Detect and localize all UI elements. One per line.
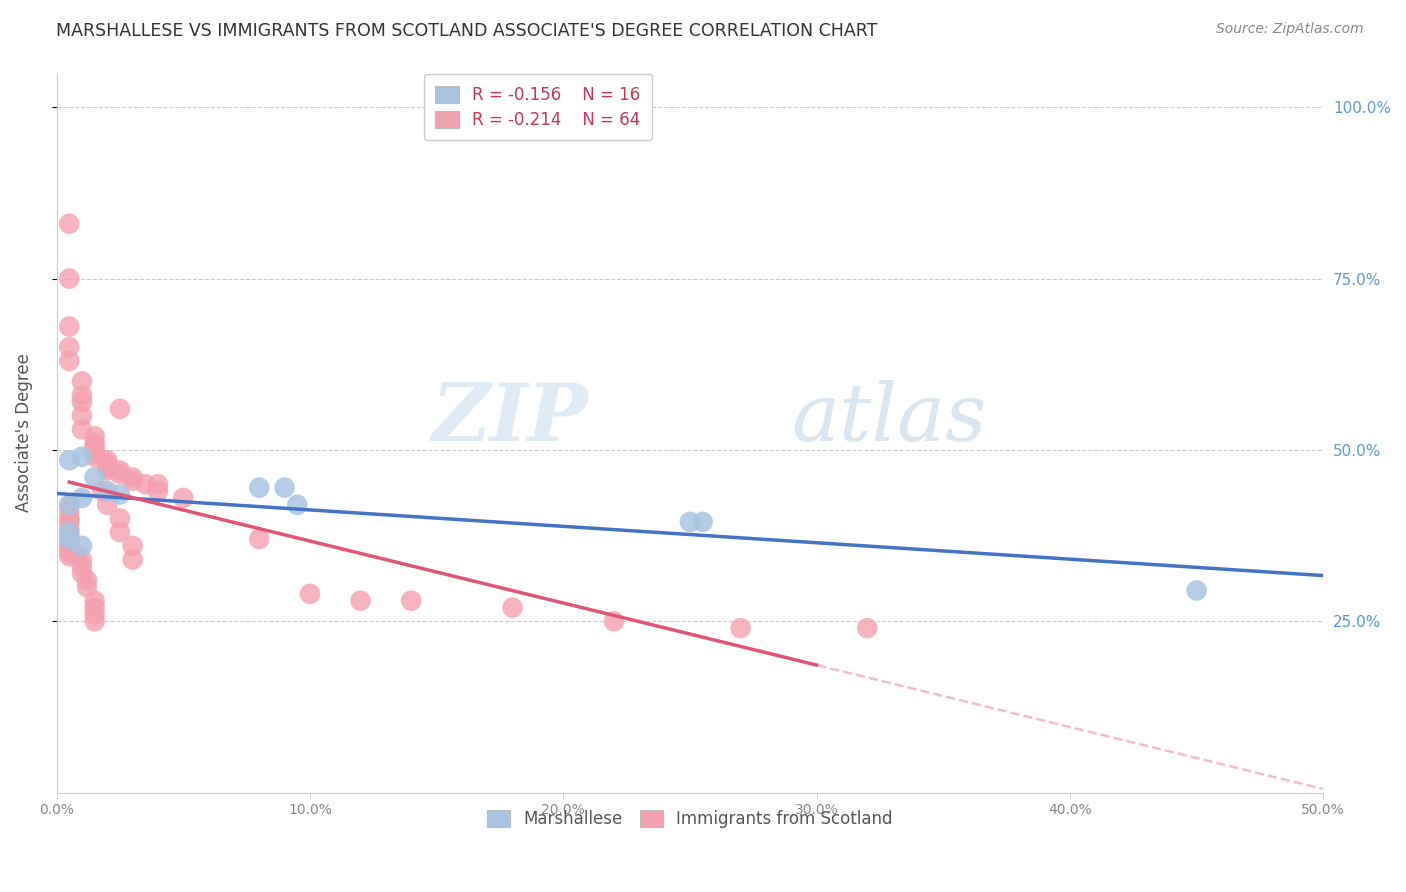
Point xyxy=(58,271,80,285)
Point xyxy=(58,528,80,542)
Point xyxy=(108,463,131,477)
Text: MARSHALLESE VS IMMIGRANTS FROM SCOTLAND ASSOCIATE'S DEGREE CORRELATION CHART: MARSHALLESE VS IMMIGRANTS FROM SCOTLAND … xyxy=(56,22,877,40)
Point xyxy=(121,474,143,488)
Point xyxy=(247,532,270,546)
Point xyxy=(96,457,118,471)
Text: atlas: atlas xyxy=(792,380,987,458)
Text: Source: ZipAtlas.com: Source: ZipAtlas.com xyxy=(1216,22,1364,37)
Point xyxy=(58,217,80,231)
Point xyxy=(679,515,702,529)
Point xyxy=(58,535,80,549)
Point xyxy=(172,491,194,505)
Point xyxy=(121,539,143,553)
Point xyxy=(70,388,93,402)
Point xyxy=(58,539,80,553)
Point xyxy=(83,429,105,443)
Point xyxy=(108,511,131,525)
Point xyxy=(76,580,98,594)
Point xyxy=(108,525,131,540)
Point xyxy=(285,498,308,512)
Point xyxy=(108,467,131,481)
Point xyxy=(83,440,105,454)
Point xyxy=(91,484,114,499)
Point xyxy=(70,566,93,581)
Point xyxy=(58,522,80,536)
Point xyxy=(58,549,80,564)
Point xyxy=(70,559,93,574)
Point xyxy=(83,615,105,629)
Point xyxy=(83,436,105,450)
Point xyxy=(58,515,80,529)
Point xyxy=(730,621,752,635)
Point xyxy=(401,593,423,607)
Point xyxy=(70,375,93,389)
Point xyxy=(70,491,93,505)
Point xyxy=(70,539,93,553)
Y-axis label: Associate's Degree: Associate's Degree xyxy=(15,353,32,512)
Point xyxy=(134,477,156,491)
Point xyxy=(70,552,93,566)
Point xyxy=(146,484,169,499)
Point xyxy=(83,442,105,457)
Point xyxy=(70,450,93,464)
Point xyxy=(83,470,105,484)
Point xyxy=(58,453,80,467)
Point xyxy=(58,505,80,519)
Point xyxy=(58,525,80,540)
Point xyxy=(856,621,879,635)
Point xyxy=(58,319,80,334)
Point xyxy=(298,587,321,601)
Point xyxy=(96,460,118,475)
Point xyxy=(349,593,371,607)
Point xyxy=(83,607,105,622)
Point xyxy=(70,409,93,423)
Point xyxy=(58,498,80,512)
Legend: Marshallese, Immigrants from Scotland: Marshallese, Immigrants from Scotland xyxy=(481,803,900,835)
Point xyxy=(96,463,118,477)
Point xyxy=(247,481,270,495)
Point xyxy=(70,422,93,436)
Point xyxy=(96,498,118,512)
Point xyxy=(692,515,714,529)
Point xyxy=(58,340,80,354)
Point xyxy=(603,615,626,629)
Point xyxy=(83,600,105,615)
Point xyxy=(96,453,118,467)
Point xyxy=(96,484,118,499)
Point xyxy=(58,354,80,368)
Point xyxy=(66,549,89,564)
Point xyxy=(121,552,143,566)
Point xyxy=(502,600,524,615)
Point xyxy=(58,511,80,525)
Point xyxy=(83,593,105,607)
Point xyxy=(108,487,131,501)
Point xyxy=(146,477,169,491)
Point xyxy=(58,532,80,546)
Point xyxy=(58,546,80,560)
Point xyxy=(83,446,105,460)
Point xyxy=(273,481,295,495)
Point xyxy=(83,450,105,464)
Point xyxy=(121,470,143,484)
Point xyxy=(58,498,80,512)
Point xyxy=(70,395,93,409)
Text: ZIP: ZIP xyxy=(432,380,589,458)
Point xyxy=(76,573,98,587)
Point xyxy=(58,542,80,557)
Point xyxy=(108,401,131,416)
Point xyxy=(1185,583,1208,598)
